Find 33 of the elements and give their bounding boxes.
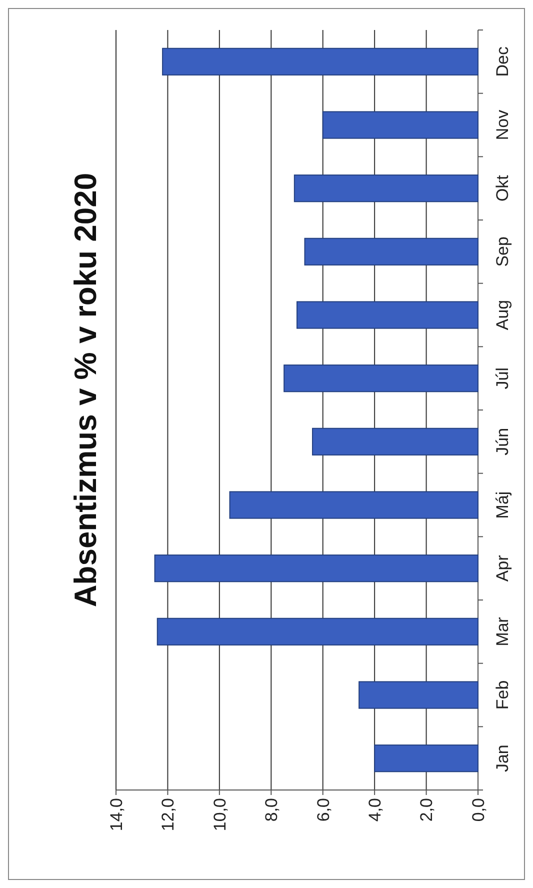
y-tick-label: Feb xyxy=(492,680,512,710)
x-tick-label: 2,0 xyxy=(417,798,436,822)
bar xyxy=(162,48,478,76)
y-tick-label: Máj xyxy=(492,491,512,519)
y-tick-label: Nov xyxy=(492,109,512,140)
y-tick-label: Aug xyxy=(492,300,512,330)
bar xyxy=(312,428,478,456)
y-tick-label: Okt xyxy=(492,174,512,202)
x-tick-label: 6,0 xyxy=(314,798,333,822)
text: Absentizmus v % v roku 2020 xyxy=(68,172,103,608)
x-tick-label: 4,0 xyxy=(366,798,385,822)
bar xyxy=(296,301,478,329)
bar xyxy=(358,681,478,709)
x-tick-label: 10,0 xyxy=(210,798,230,832)
y-tick-label: Dec xyxy=(492,46,512,77)
bar xyxy=(322,111,478,139)
y-tick-label: Apr xyxy=(492,554,512,582)
x-tick-label: 14,0 xyxy=(106,798,126,832)
x-tick-label: 0,0 xyxy=(468,798,488,822)
y-tick-label: Jan xyxy=(492,744,512,772)
y-tick-label: Mar xyxy=(492,616,512,646)
y-tick-label: Júl xyxy=(492,367,512,390)
x-tick-label: 8,0 xyxy=(262,798,282,822)
bar xyxy=(304,238,478,266)
bar xyxy=(294,174,478,202)
bar xyxy=(156,618,478,646)
bar xyxy=(284,364,478,392)
bar xyxy=(374,744,478,772)
y-tick-label: Sep xyxy=(492,236,512,267)
y-tick-label: Jún xyxy=(492,428,512,456)
bar xyxy=(154,554,478,582)
x-tick-label: 12,0 xyxy=(158,798,178,832)
bar xyxy=(229,491,478,519)
